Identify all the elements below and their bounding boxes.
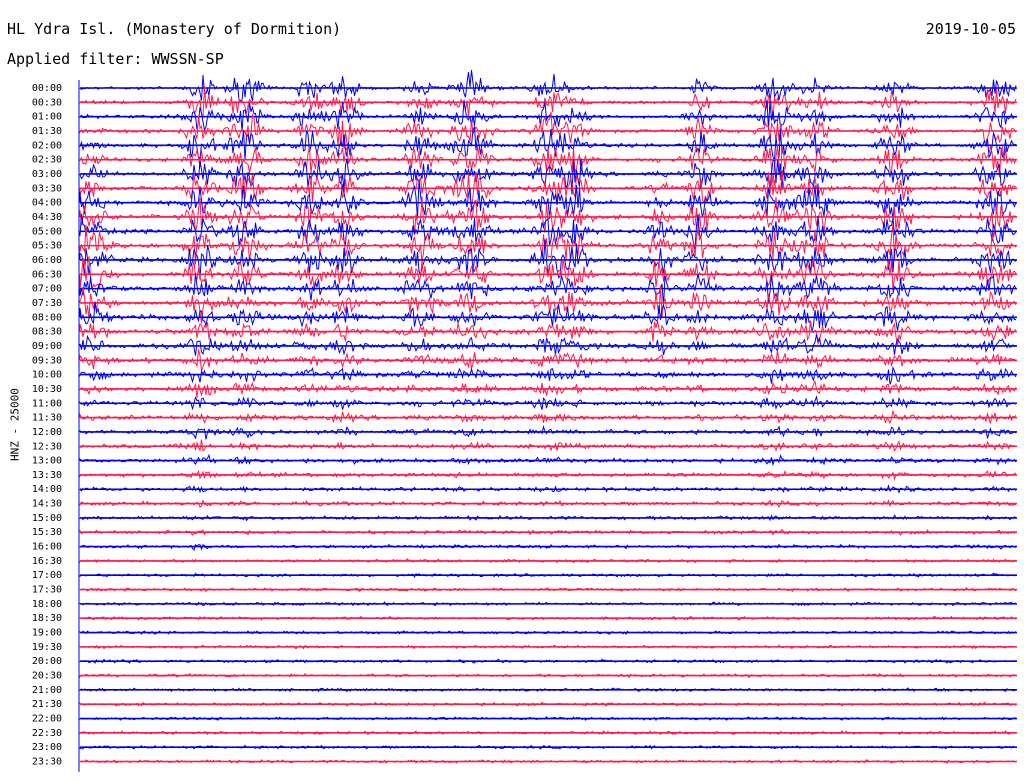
time-tick-label: 04:30 xyxy=(32,212,62,223)
time-tick-label: 01:30 xyxy=(32,126,62,137)
time-tick-label: 15:00 xyxy=(32,513,62,524)
trace-row xyxy=(79,179,1017,221)
time-tick-label: 00:30 xyxy=(32,97,62,108)
trace-row xyxy=(79,365,1017,385)
time-tick-label: 20:30 xyxy=(32,671,62,682)
time-tick-label: 01:00 xyxy=(32,112,62,123)
time-tick-label: 23:30 xyxy=(32,757,62,768)
time-tick-label: 20:00 xyxy=(32,656,62,667)
time-tick-label: 07:00 xyxy=(32,284,62,295)
time-tick-label: 09:30 xyxy=(32,355,62,366)
trace-row xyxy=(79,334,1017,356)
time-tick-label: 02:30 xyxy=(32,155,62,166)
time-tick-label: 19:30 xyxy=(32,642,62,653)
trace-row xyxy=(79,239,1017,280)
time-tick-label: 15:30 xyxy=(32,527,62,538)
time-tick-label: 04:00 xyxy=(32,198,62,209)
time-tick-label: 13:00 xyxy=(32,456,62,467)
time-tick-label: 11:30 xyxy=(32,413,62,424)
trace-row xyxy=(79,69,1017,102)
time-tick-label: 05:00 xyxy=(32,226,62,237)
time-tick-label: 02:00 xyxy=(32,140,62,151)
time-tick-label: 18:30 xyxy=(32,613,62,624)
time-tick-label: 05:30 xyxy=(32,241,62,252)
time-tick-label: 17:30 xyxy=(32,585,62,596)
trace-row xyxy=(79,145,1017,183)
record-date: 2019-10-05 xyxy=(925,20,1016,38)
time-tick-label: 10:30 xyxy=(32,384,62,395)
time-tick-label: 19:00 xyxy=(32,628,62,639)
time-tick-label: 08:30 xyxy=(32,327,62,338)
time-tick-label: 07:30 xyxy=(32,298,62,309)
time-tick-label: 22:00 xyxy=(32,714,62,725)
time-tick-label: 21:00 xyxy=(32,685,62,696)
time-tick-label: 16:00 xyxy=(32,542,62,553)
trace-row xyxy=(79,256,1017,292)
time-tick-label: 03:00 xyxy=(32,169,62,180)
trace-row xyxy=(79,424,1017,440)
time-tick-label: 00:00 xyxy=(32,83,62,94)
time-tick-label: 14:00 xyxy=(32,484,62,495)
trace-row xyxy=(79,302,1017,333)
time-tick-label: 17:00 xyxy=(32,570,62,581)
time-tick-label: 14:30 xyxy=(32,499,62,510)
time-tick-label: 21:30 xyxy=(32,699,62,710)
time-tick-label: 12:00 xyxy=(32,427,62,438)
time-tick-label: 16:30 xyxy=(32,556,62,567)
station-title: HL Ydra Isl. (Monastery of Dormition) xyxy=(7,20,342,38)
time-tick-label: 08:00 xyxy=(32,312,62,323)
time-tick-label: 06:30 xyxy=(32,269,62,280)
time-tick-label: 18:00 xyxy=(32,599,62,610)
time-tick-label: 03:30 xyxy=(32,183,62,194)
time-tick-label: 06:00 xyxy=(32,255,62,266)
time-tick-label: 13:30 xyxy=(32,470,62,481)
time-tick-label: 12:30 xyxy=(32,441,62,452)
time-tick-label: 09:00 xyxy=(32,341,62,352)
seismic-traces xyxy=(79,69,1017,764)
time-tick-label: 10:00 xyxy=(32,370,62,381)
time-tick-label: 11:00 xyxy=(32,398,62,409)
trace-row xyxy=(79,439,1017,452)
time-tick-label: 23:00 xyxy=(32,742,62,753)
time-tick-labels: 00:00 00:30 01:00 01:30 02:00 02:30 03:00 03:30… xyxy=(32,80,80,772)
time-tick-label: 22:30 xyxy=(32,728,62,739)
filter-label: Applied filter: WWSSN-SP xyxy=(7,50,224,68)
